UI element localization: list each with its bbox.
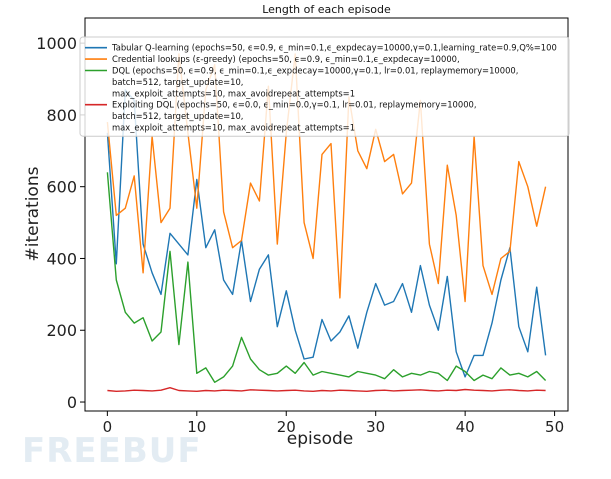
legend-entry-text: DQL (epochs=50, ϵ=0.9, ϵ_min=0.1,ϵ_expde… (112, 66, 518, 76)
y-tick-label: 600 (46, 178, 77, 197)
x-tick-label: 10 (187, 418, 206, 436)
watermark-logo: FREEBUF (22, 431, 202, 471)
legend-entry-text: max_exploit_attempts=10, max_avoidrepeat… (112, 88, 355, 98)
chart-title: Length of each episode (262, 3, 391, 16)
series-line-1 (106, 89, 547, 378)
legend-entry-text: batch=512, target_update=10, (112, 111, 243, 121)
axis-ticks: 0 10 20 30 40 50 0 200 400 600 800 1000 (36, 34, 564, 436)
legend-entry-text: max_exploit_attempts=10, max_avoidrepeat… (112, 123, 355, 133)
legend-entry-text: Credential lookups (ε-greedy) (epochs=50… (112, 54, 460, 64)
y-tick-label: 1000 (36, 34, 77, 53)
legend: Tabular Q-learning (epochs=50, ϵ=0.9, ϵ_… (79, 36, 570, 137)
series-line-4 (107, 387, 546, 392)
series-line-3 (106, 172, 547, 383)
x-tick-label: 40 (456, 418, 475, 436)
legend-entry-text: Tabular Q-learning (epochs=50, ϵ=0.9, ϵ_… (111, 43, 557, 53)
x-axis-label: episode (287, 429, 353, 449)
legend-entry-text: Exploiting DQL (epochs=50, ϵ=0.0, ϵ_min=… (112, 100, 477, 110)
legend-entry-text: batch=512, target_update=10, (112, 77, 243, 87)
x-tick-label: 20 (277, 418, 296, 436)
x-tick-label: 30 (366, 418, 385, 436)
y-tick-label: 800 (46, 106, 77, 125)
y-tick-label: 0 (67, 393, 77, 412)
y-tick-label: 200 (46, 321, 77, 340)
x-tick-label: 0 (103, 418, 113, 436)
x-tick-label: 50 (545, 418, 564, 436)
y-tick-label: 400 (46, 249, 77, 268)
legend-box (79, 36, 570, 137)
y-axis-label: #iterations (23, 166, 43, 261)
